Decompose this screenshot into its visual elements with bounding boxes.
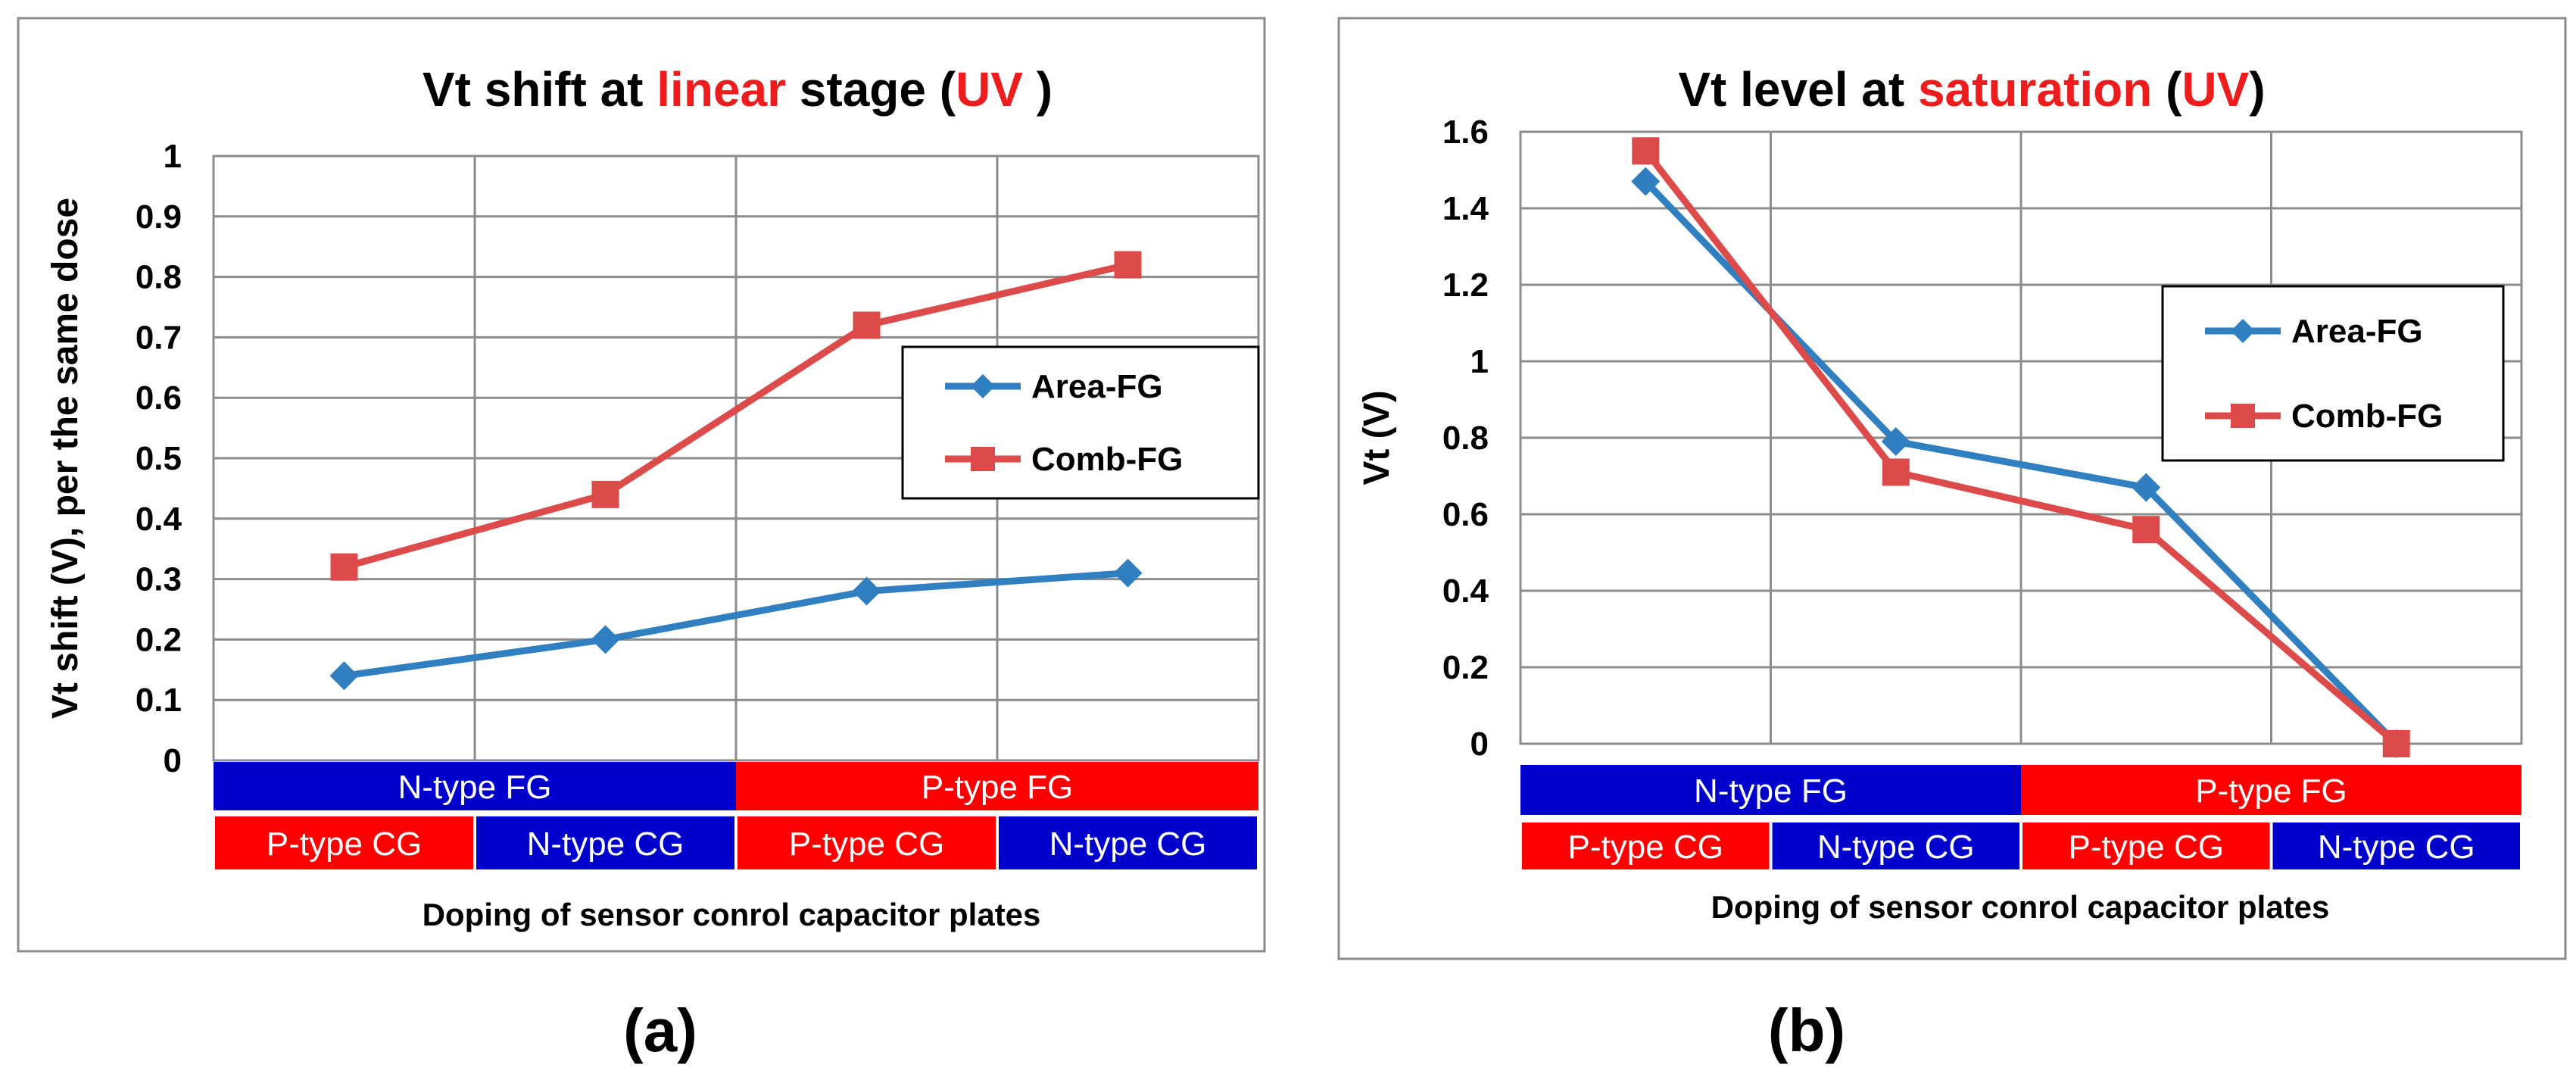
title-part: Vt shift at: [423, 62, 656, 117]
data-point-area-fg: [329, 661, 359, 691]
title-part: (: [2152, 62, 2182, 117]
y-tick-label: 0.2: [136, 621, 182, 658]
category-label: N-type CG: [1817, 829, 1975, 866]
y-tick-label: 1.2: [1442, 267, 1489, 304]
category-band: [476, 816, 734, 869]
chart-title: Vt level at saturation (UV): [1678, 62, 2265, 117]
y-tick-label: 0.8: [136, 259, 182, 296]
legend-marker: [2231, 319, 2255, 343]
x-axis-label: Doping of sensor conrol capacitor plates: [1711, 889, 2330, 925]
chart-title: Vt shift at linear stage (UV ): [423, 62, 1053, 117]
data-point-area-fg: [2132, 473, 2161, 502]
category-label: P-type CG: [1568, 829, 1723, 866]
category-label: P-type CG: [789, 826, 944, 863]
data-point-comb-fg: [591, 480, 619, 508]
chart-a: Vt shift at linear stage (UV ) 0 0.1 0.2 0.3…: [17, 17, 1266, 1064]
y-tick-label: 1.4: [1442, 190, 1489, 227]
data-point-comb-fg: [1632, 137, 1660, 165]
group-band-label: N-type FG: [398, 769, 552, 806]
title-part: saturation: [1918, 62, 2152, 117]
category-label: N-type CG: [2318, 829, 2475, 866]
data-point-comb-fg: [2132, 516, 2160, 544]
data-point-area-fg: [591, 625, 620, 654]
y-tick-label: 0.2: [1442, 649, 1489, 686]
data-point-comb-fg: [2382, 730, 2410, 757]
title-part: UV: [2181, 62, 2249, 117]
y-tick-label: 0: [1470, 726, 1489, 763]
data-point-area-fg: [1881, 427, 1910, 457]
legend-label: Area-FG: [2291, 313, 2423, 350]
y-tick-label: 1: [1470, 343, 1489, 380]
y-tick-label: 0.6: [136, 379, 182, 417]
panel-caption: (a): [623, 997, 697, 1064]
legend-box: [901, 345, 1260, 500]
group-band: [2021, 765, 2521, 815]
title-part: ): [1023, 62, 1053, 117]
x-axis-label: Doping of sensor conrol capacitor plates: [423, 897, 1041, 932]
category-label: P-type CG: [2069, 829, 2224, 866]
y-tick-label: 0: [164, 742, 182, 779]
category-label: P-type CG: [267, 826, 422, 863]
y-tick-label: 0.8: [1442, 420, 1489, 457]
category-band: [999, 816, 1257, 869]
category-band: [2272, 822, 2520, 869]
data-point-comb-fg: [853, 311, 881, 339]
category-label: N-type CG: [527, 826, 685, 863]
data-point-comb-fg: [330, 553, 358, 581]
legend-marker: [971, 374, 995, 398]
y-tick-label: 1.6: [1442, 114, 1489, 151]
y-tick-label: 0.3: [136, 561, 182, 598]
data-point-comb-fg: [1882, 458, 1910, 486]
category-band: [1772, 822, 2019, 869]
y-axis-label: Vt shift (V), per the same dose: [45, 198, 86, 719]
group-band-label: P-type FG: [922, 769, 1074, 806]
y-axis-label: Vt (V): [1357, 390, 1397, 485]
category-label: N-type CG: [1049, 826, 1207, 863]
data-point-area-fg: [1113, 558, 1143, 588]
category-band: [215, 816, 473, 869]
title-part: linear: [656, 62, 786, 117]
y-tick-label: 0.4: [1442, 573, 1489, 610]
y-tick-label: 0.7: [136, 319, 182, 356]
legend-label: Comb-FG: [2291, 398, 2443, 435]
data-point-area-fg: [852, 576, 881, 606]
group-band: [1520, 765, 2021, 815]
y-tick-label: 0.1: [136, 682, 182, 719]
legend-label: Area-FG: [1031, 368, 1163, 405]
group-band: [736, 762, 1258, 810]
title-part: ): [2249, 62, 2265, 117]
series-line-comb-fg: [1642, 148, 2399, 747]
title-part: Vt level at: [1678, 62, 1918, 117]
legend-label: Comb-FG: [1031, 441, 1183, 478]
title-part: stage (: [786, 62, 956, 117]
y-tick-label: 0.4: [136, 501, 182, 538]
category-band: [738, 816, 996, 869]
legend-marker: [2231, 404, 2255, 428]
group-band-label: P-type FG: [2195, 773, 2347, 810]
series-line-comb-fg: [343, 261, 1129, 570]
series-line-area-fg: [343, 570, 1128, 679]
group-band: [214, 762, 736, 810]
panel-caption: (b): [1768, 997, 1845, 1064]
category-band: [1522, 822, 1770, 869]
legend-marker: [971, 447, 995, 471]
legend-box: [2161, 285, 2505, 462]
chart-b: Vt level at saturation (UV) 0 0.2 0.4 0.6 0.8…: [1337, 17, 2567, 1064]
group-band-label: N-type FG: [1694, 773, 1848, 810]
plot-frame: [1519, 130, 2523, 745]
data-point-area-fg: [1631, 167, 1661, 196]
y-tick-label: 1: [164, 138, 182, 175]
y-tick-label: 0.5: [136, 440, 182, 477]
y-tick-label: 0.9: [136, 198, 182, 236]
y-tick-label: 0.6: [1442, 496, 1489, 533]
category-band: [2022, 822, 2270, 869]
title-part: UV: [956, 62, 1023, 117]
data-point-comb-fg: [1114, 251, 1142, 279]
